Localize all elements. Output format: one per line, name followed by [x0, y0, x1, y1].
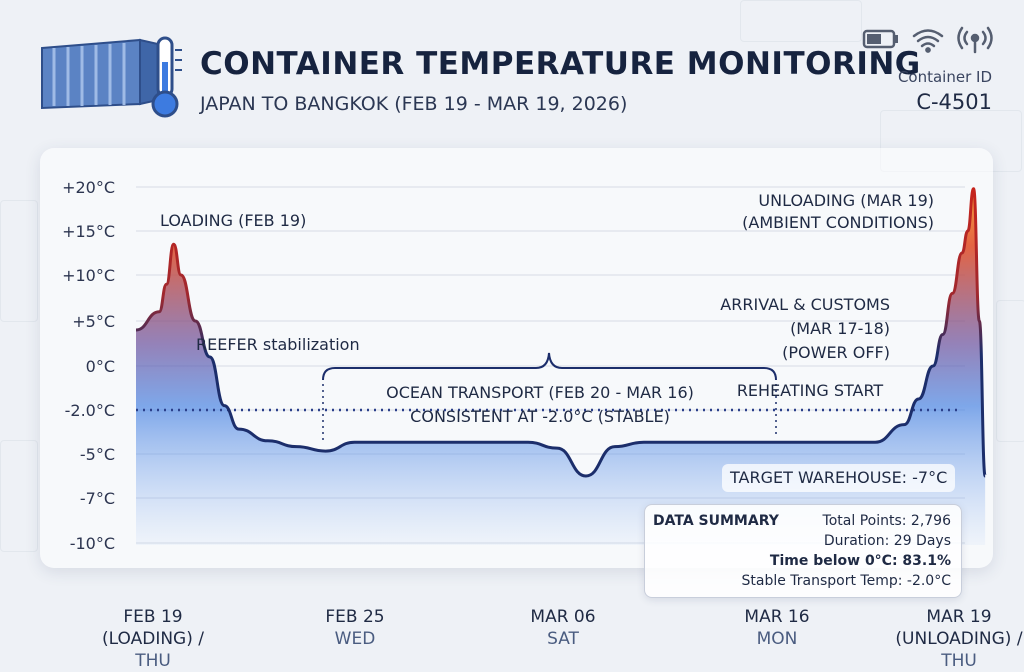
annotation-arrival-line1: ARRIVAL & CUSTOMS: [720, 295, 890, 314]
summary-title: DATA SUMMARY: [653, 513, 779, 529]
summary-total-points: Total Points: 2,796: [822, 513, 951, 529]
x-tick-day: SAT: [547, 629, 579, 649]
x-tick-note: (LOADING) /: [102, 629, 204, 649]
annotation-loading: LOADING (FEB 19): [160, 211, 306, 230]
background-container-outline: [996, 300, 1024, 442]
temperature-line: [135, 187, 987, 478]
battery-icon: [862, 29, 898, 49]
annotation-arrival-line3: (POWER OFF): [782, 343, 890, 362]
signal-icon: [957, 26, 993, 54]
annotation-unloading-line2: (AMBIENT CONDITIONS): [742, 213, 934, 232]
annotation-reheating: REHEATING START: [737, 381, 884, 400]
background-container-outline: [0, 200, 38, 322]
y-tick-label: +10°C: [62, 266, 115, 285]
summary-stable-temp: Stable Transport Temp: -2.0°C: [741, 573, 951, 589]
annotation-unloading-line1: UNLOADING (MAR 19): [758, 191, 934, 210]
x-tick-feb19: FEB 19 (LOADING) / THU: [88, 606, 218, 672]
page-title: CONTAINER TEMPERATURE MONITORING: [200, 46, 921, 82]
x-tick-day: WED: [334, 629, 376, 649]
y-tick-label: +20°C: [62, 178, 115, 197]
x-tick-note: (UNLOADING) /: [895, 629, 1023, 649]
y-tick-label: +15°C: [62, 222, 115, 241]
annotation-arrival-line2: (MAR 17-18): [790, 319, 890, 338]
x-tick-feb25: FEB 25 WED: [295, 606, 415, 650]
x-tick-date: MAR 19: [926, 607, 992, 627]
x-tick-day: MON: [756, 629, 798, 649]
target-warehouse-badge: TARGET WAREHOUSE: -7°C: [722, 464, 956, 492]
y-tick-label: -2.0°C: [65, 401, 115, 420]
x-tick-date: MAR 06: [530, 607, 596, 627]
y-tick-label: -10°C: [70, 534, 115, 553]
page-subtitle: JAPAN TO BANGKOK (FEB 19 - MAR 19, 2026): [200, 93, 628, 115]
annotation-reefer: REEFER stabilization: [196, 335, 360, 354]
data-summary-card: DATA SUMMARY Total Points: 2,796 Duratio…: [644, 504, 962, 598]
x-tick-mar19: MAR 19 (UNLOADING) / THU: [894, 606, 1024, 672]
x-tick-date: FEB 19: [123, 607, 183, 627]
y-tick-label: 0°C: [86, 357, 115, 376]
ocean-transport-brace: [322, 352, 777, 381]
annotation-ocean-line1: OCEAN TRANSPORT (FEB 20 - MAR 16): [386, 383, 694, 402]
y-tick-label: +5°C: [72, 312, 115, 331]
background-container-outline: [740, 0, 862, 42]
x-tick-day: THU: [941, 651, 977, 671]
thermometer-icon: [151, 36, 182, 118]
y-tick-label: -7°C: [80, 489, 115, 508]
summary-time-below: Time below 0°C: 83.1%: [769, 553, 951, 569]
annotation-ocean-line2: CONSISTENT AT -2.0°C (STABLE): [410, 407, 670, 426]
wifi-icon: [912, 29, 944, 53]
x-tick-date: FEB 25: [325, 607, 385, 627]
x-tick-mar06: MAR 06 SAT: [503, 606, 623, 650]
y-tick-label: -5°C: [80, 445, 115, 464]
x-tick-day: THU: [135, 651, 171, 671]
status-icons: [862, 24, 994, 54]
x-tick-date: MAR 16: [744, 607, 810, 627]
container-id-value: C-4501: [916, 90, 992, 114]
header-illustration: [40, 34, 190, 120]
summary-duration: Duration: 29 Days: [823, 533, 951, 549]
background-container-outline: [0, 440, 38, 552]
container-id-label: Container ID: [897, 68, 992, 86]
temperature-area: [136, 188, 986, 545]
x-tick-mar16: MAR 16 MON: [717, 606, 837, 650]
